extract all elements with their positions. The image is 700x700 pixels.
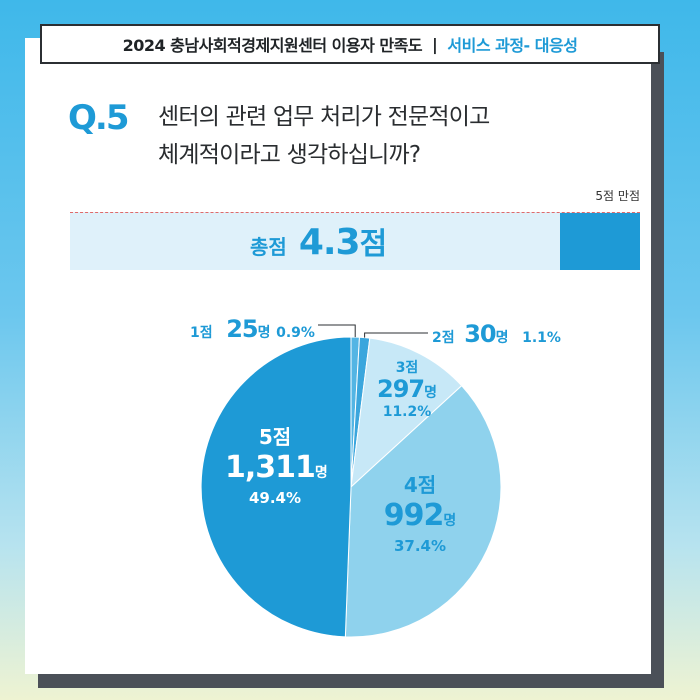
score-value: 4.3 — [298, 222, 361, 263]
question-line-1: 센터의 관련 업무 처리가 전문적이고 — [158, 104, 490, 130]
slice-5-unit: 명 — [314, 465, 328, 481]
question-line-2: 체계적이라고 생각하십니까? — [158, 142, 421, 168]
slice-3-count: 297 — [377, 375, 425, 404]
slice-3-label: 3점 — [395, 360, 419, 376]
leader-line-1 — [318, 324, 356, 338]
pie-slice-3 — [350, 337, 463, 489]
slice-label-3: 3점 297명 11.2% — [372, 360, 442, 420]
slice-1-label: 1점 — [190, 325, 213, 341]
slice-1-percent: 0.9% — [276, 325, 315, 341]
slice-label-1: 1점 25명 0.9% — [190, 315, 315, 343]
score-bar-remainder — [560, 213, 640, 270]
slice-3-percent: 11.2% — [382, 403, 432, 420]
pie-slice-5 — [200, 336, 352, 638]
title-main: 2024 충남사회적경제지원센터 이용자 만족도 — [122, 36, 423, 55]
question-text: 센터의 관련 업무 처리가 전문적이고 체계적이라고 생각하십니까? — [158, 98, 618, 174]
slice-4-count: 992 — [383, 498, 445, 533]
slice-4-unit: 명 — [443, 513, 457, 529]
slice-label-4: 4점 992명 37.4% — [375, 474, 465, 555]
title-separator: | — [432, 34, 438, 54]
slice-2-percent: 1.1% — [522, 330, 561, 346]
score-label: 총점 — [250, 235, 287, 259]
slice-4-label: 4점 — [403, 473, 437, 497]
full-score-label: 5점 만점 — [595, 189, 640, 203]
slice-2-label: 2점 — [432, 330, 455, 346]
slice-2-unit: 명 — [495, 330, 509, 346]
question-number: Q.5 — [68, 98, 130, 138]
slice-5-label: 5점 — [258, 425, 292, 449]
slice-3-unit: 명 — [424, 385, 437, 402]
slice-2-count: 30 — [464, 320, 496, 348]
title-bar: 2024 충남사회적경제지원센터 이용자 만족도 | 서비스 과정- 대응성 — [40, 24, 660, 64]
slice-1-count: 25 — [226, 315, 258, 343]
title-accent: 서비스 과정- 대응성 — [447, 36, 578, 55]
slice-4-percent: 37.4% — [393, 536, 447, 555]
slice-5-percent: 49.4% — [248, 488, 302, 507]
score-unit: 점 — [359, 227, 388, 262]
slice-5-count: 1,311 — [225, 450, 316, 485]
score-bar: 총점 4.3 점 — [70, 212, 640, 270]
score-text: 총점 4.3 점 — [250, 219, 387, 263]
slice-label-5: 5점 1,311명 49.4% — [225, 425, 328, 507]
slice-label-2: 2점 30명 1.1% — [432, 320, 561, 348]
pie-slice-4 — [344, 384, 502, 638]
slice-1-unit: 명 — [257, 325, 271, 341]
leader-line-2 — [364, 332, 428, 338]
